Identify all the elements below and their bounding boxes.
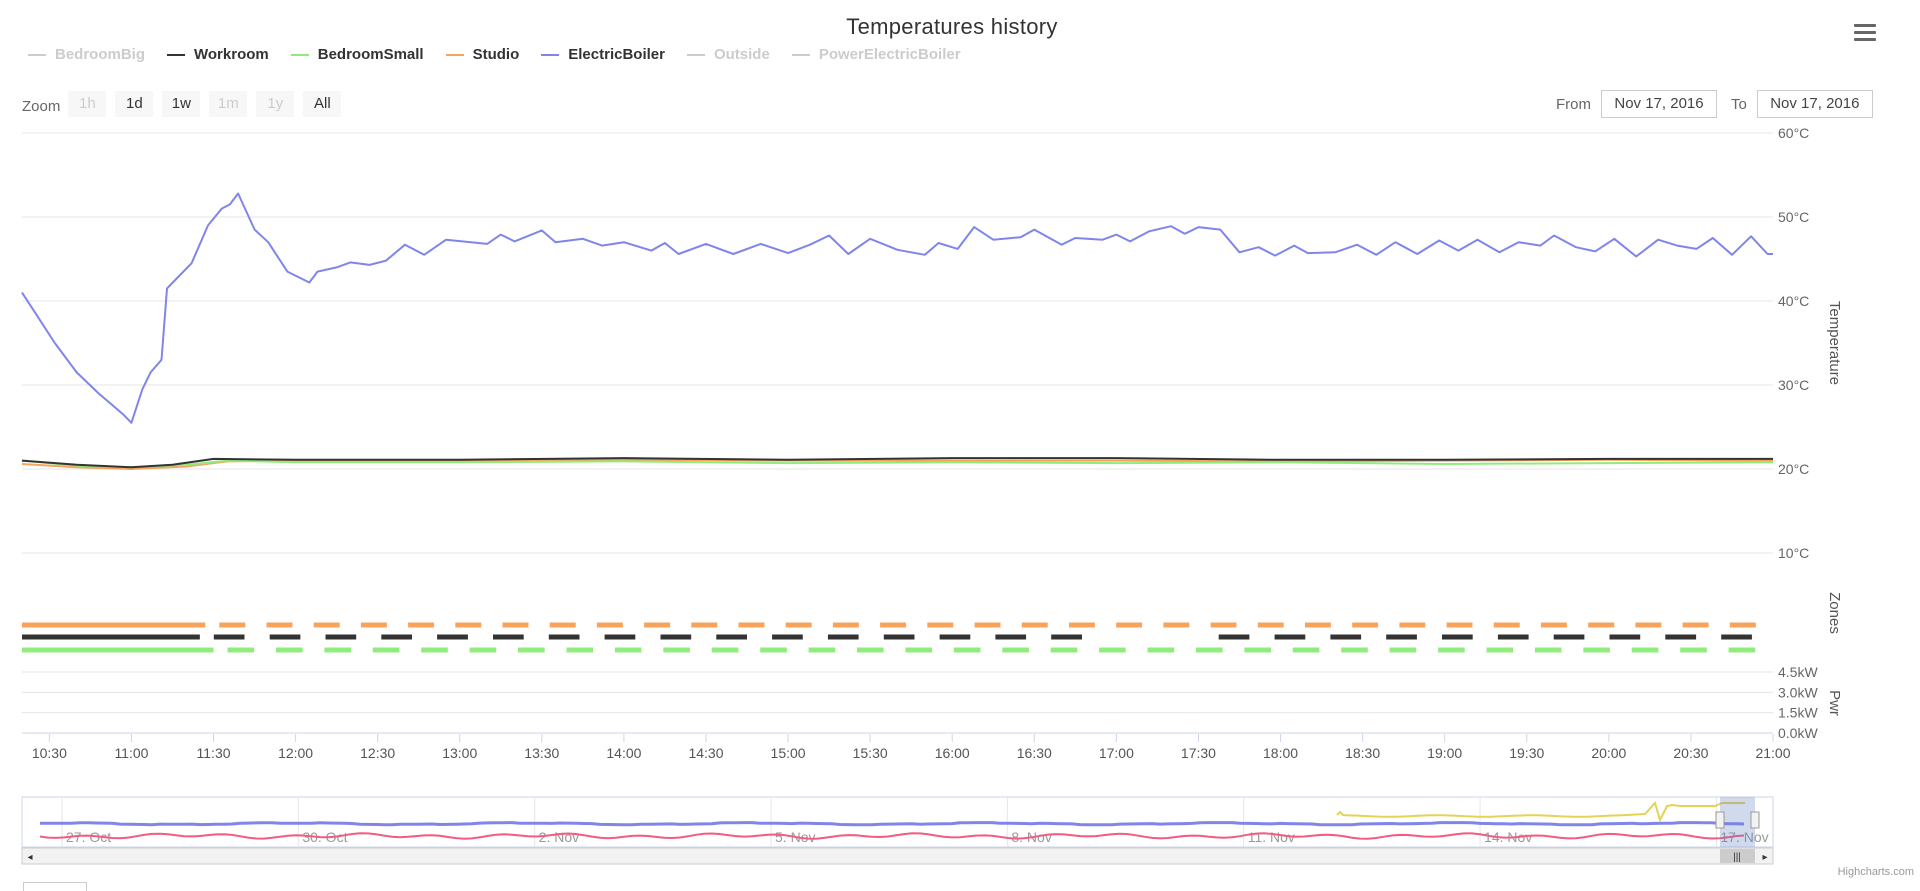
x-tick-label: 15:30	[853, 745, 888, 761]
zoom-button-1d[interactable]: 1d	[115, 91, 154, 117]
scroll-left-arrow-icon: ◂	[27, 852, 32, 863]
y-axis-title-pwr: Pwr	[1826, 690, 1843, 716]
navigator-handle-right	[1750, 811, 1760, 829]
export-tab[interactable]	[23, 882, 87, 891]
navigator-label: 17. Nov	[1720, 829, 1768, 845]
zoom-button-1h[interactable]: 1h	[68, 91, 107, 117]
legend-label: BedroomSmall	[317, 46, 424, 63]
x-tick-label: 11:00	[114, 745, 148, 761]
x-tick-label: 19:30	[1509, 745, 1544, 761]
x-tick-label: 18:30	[1345, 745, 1380, 761]
legend-label: Workroom	[194, 46, 269, 63]
y-tick-label: 20°C	[1778, 461, 1809, 477]
chart-title: Temperatures history	[846, 14, 1058, 39]
x-tick-label: 13:00	[442, 745, 477, 761]
y-axis-title-zones: Zones	[1826, 592, 1843, 634]
legend-label: Studio	[472, 46, 520, 63]
legend-item-studio[interactable]: Studio	[445, 46, 520, 63]
x-tick-label: 12:00	[278, 745, 313, 761]
x-axis: 10:30 11:00 11:30 12:00 12:30 13:00 13:30 14:00…	[32, 734, 1791, 761]
navigator-label: 27. Oct	[66, 829, 111, 845]
temperature-grid: 60°C 50°C 40°C 30°C 20°C 10°C	[22, 125, 1809, 561]
credit-link[interactable]: Highcharts.com	[1837, 866, 1914, 878]
series-studio	[21, 458, 1774, 470]
legend-swatch	[541, 53, 560, 56]
series-bedroomsmall	[21, 459, 1774, 469]
legend-swatch	[167, 53, 185, 56]
legend-swatch	[290, 53, 309, 56]
legend-item-powerelectricboiler[interactable]: PowerElectricBoiler	[791, 46, 961, 63]
hamburger-menu-icon[interactable]	[1852, 24, 1878, 46]
scrollbar-thumb	[1720, 849, 1755, 863]
legend-swatch	[28, 53, 46, 56]
date-range-inputs: From Nov 17, 2016 To Nov 17, 2016	[1556, 90, 1873, 118]
legend: BedroomBig Workroom BedroomSmall Studio Elec…	[28, 46, 983, 63]
y-tick-label: 10°C	[1778, 545, 1809, 561]
x-tick-label: 16:30	[1017, 745, 1052, 761]
legend-label: Outside	[713, 46, 770, 63]
zoom-range-selector: Zoom 1h 1d 1w 1m 1y All	[22, 91, 350, 117]
from-label: From	[1556, 95, 1591, 113]
power-grid: 4.5kW 3.0kW 1.5kW 0.0kW	[22, 664, 1818, 741]
x-tick-label: 12:30	[360, 745, 395, 761]
legend-swatch	[445, 53, 464, 56]
navigator-handle-left	[1715, 811, 1725, 829]
y-tick-label: 1.5kW	[1778, 705, 1818, 721]
y-tick-label: 0.0kW	[1778, 725, 1818, 741]
y-axis-title-temperature: Temperature	[1826, 301, 1843, 385]
legend-item-outside[interactable]: Outside	[686, 46, 770, 63]
scrollbar-grip-icon: |||	[1733, 852, 1741, 863]
x-tick-label: 16:00	[935, 745, 970, 761]
y-tick-label: 4.5kW	[1778, 664, 1818, 680]
zoom-label: Zoom	[22, 97, 61, 115]
legend-label: ElectricBoiler	[568, 46, 665, 63]
from-date-input[interactable]: Nov 17, 2016	[1601, 90, 1717, 118]
navigator-series-pink	[39, 832, 1745, 840]
legend-label: BedroomBig	[55, 46, 145, 63]
legend-item-electricboiler[interactable]: ElectricBoiler	[541, 46, 665, 63]
x-tick-label: 19:00	[1427, 745, 1462, 761]
x-tick-label: 18:00	[1263, 745, 1298, 761]
scroll-right-arrow-icon: ▸	[1762, 852, 1767, 863]
legend-item-bedroomsmall[interactable]: BedroomSmall	[290, 46, 424, 63]
x-tick-label: 20:00	[1591, 745, 1626, 761]
y-tick-label: 40°C	[1778, 293, 1809, 309]
legend-swatch	[791, 53, 810, 56]
zoom-button-1m[interactable]: 1m	[209, 91, 248, 117]
x-tick-label: 15:00	[771, 745, 806, 761]
zoom-button-1w[interactable]: 1w	[162, 91, 201, 117]
y-tick-label: 30°C	[1778, 377, 1809, 393]
series-workroom	[21, 457, 1773, 469]
x-tick-label: 10:30	[32, 745, 67, 761]
zoom-button-1y[interactable]: 1y	[256, 91, 295, 117]
navigator-selection	[1720, 797, 1755, 847]
legend-item-bedroombig[interactable]: BedroomBig	[28, 46, 145, 63]
x-tick-label: 13:30	[524, 745, 559, 761]
x-tick-label: 17:00	[1099, 745, 1134, 761]
x-tick-label: 21:00	[1755, 745, 1790, 761]
x-tick-label: 17:30	[1181, 745, 1216, 761]
x-tick-label: 14:00	[606, 745, 641, 761]
x-tick-label: 14:30	[688, 745, 723, 761]
navigator-label: 2. Nov	[539, 829, 579, 845]
legend-item-workroom[interactable]: Workroom	[167, 46, 269, 63]
x-tick-label: 11:30	[197, 745, 231, 761]
y-tick-label: 50°C	[1778, 209, 1809, 225]
navigator-series-blue	[39, 821, 1745, 827]
y-tick-label: 3.0kW	[1778, 684, 1818, 700]
legend-swatch	[686, 53, 705, 56]
series-electricboiler	[21, 192, 1773, 424]
legend-label: PowerElectricBoiler	[818, 46, 961, 63]
scrollbar-track	[21, 847, 1774, 865]
to-date-input[interactable]: Nov 17, 2016	[1756, 90, 1873, 118]
to-label: To	[1731, 95, 1747, 113]
zoom-button-all[interactable]: All	[303, 91, 342, 117]
y-tick-label: 60°C	[1778, 125, 1809, 141]
navigator: 27. Oct 30. Oct 2. Nov 5. Nov 8. Nov 11. Nov 1…	[21, 796, 1774, 865]
x-tick-label: 20:30	[1673, 745, 1708, 761]
navigator-series-yellow	[1336, 801, 1745, 823]
